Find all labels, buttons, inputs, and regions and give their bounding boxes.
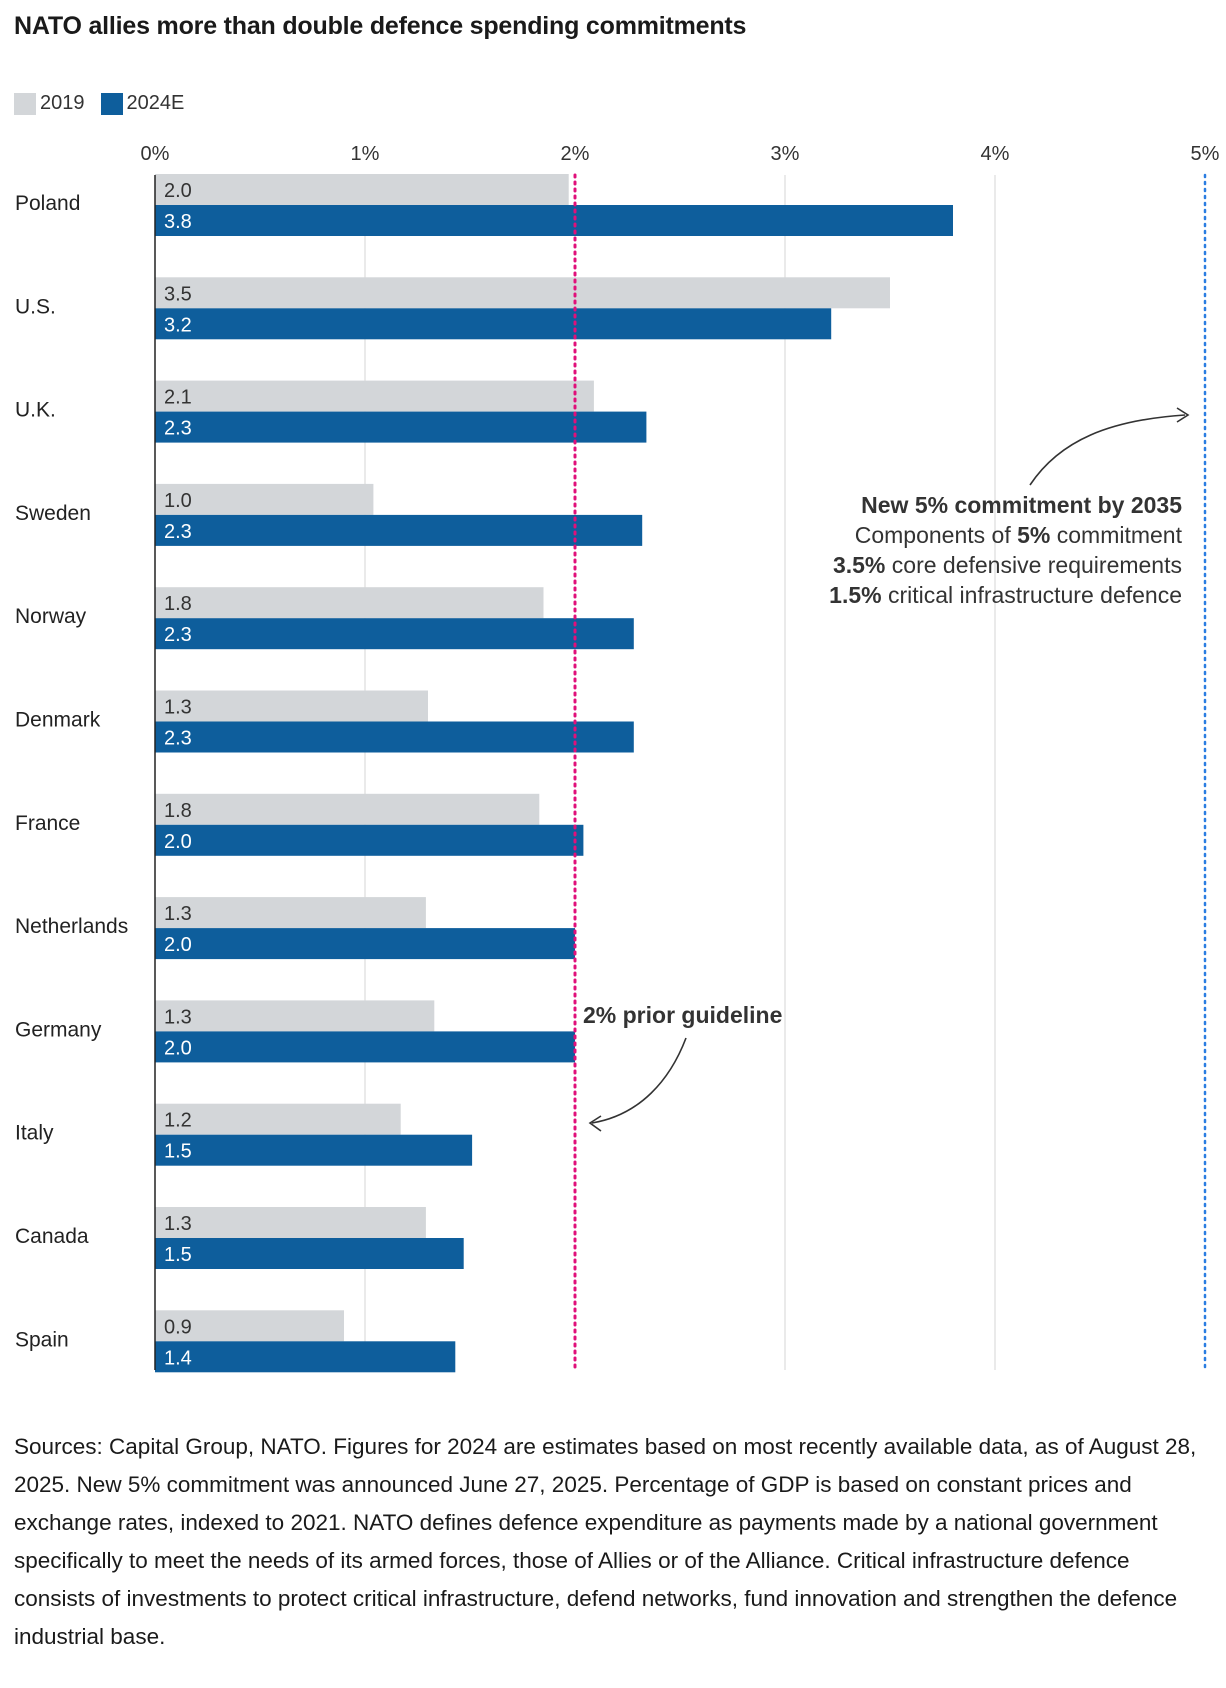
data-label: 3.5	[164, 283, 192, 305]
bar-2019	[155, 690, 428, 722]
x-tick-label: 2%	[561, 143, 590, 165]
bar-2019	[155, 587, 544, 619]
x-tick-label: 0%	[141, 143, 170, 165]
footnote: Sources: Capital Group, NATO. Figures fo…	[14, 1434, 1197, 1649]
bar-2024e	[155, 1134, 473, 1166]
x-tick-label: 4%	[981, 143, 1010, 165]
category-label: Italy	[15, 1122, 54, 1145]
category-label: Norway	[15, 605, 87, 628]
bar-2024e	[155, 721, 634, 753]
bar-2019	[155, 897, 426, 929]
category-label: Germany	[15, 1018, 102, 1041]
bar-chart: 0% 1% 2% 3% 4% 5% Poland 2.0 3.8 U.S. 3.5 3.2 U.K. 2.…	[15, 143, 1220, 1373]
bar-2024e	[155, 1341, 456, 1373]
data-label: 2.3	[164, 521, 192, 543]
category-label: Canada	[15, 1225, 89, 1248]
commitment-arrow	[1029, 414, 1186, 486]
commitment-annotation-title: New 5% commitment by 2035	[861, 492, 1182, 518]
legend-swatch-2024e	[100, 92, 123, 115]
data-label: 2.0	[164, 1037, 192, 1059]
data-label: 1.3	[164, 1213, 192, 1235]
bar-2019	[155, 174, 569, 205]
data-label: 1.4	[164, 1347, 192, 1369]
bar-2019	[155, 1000, 435, 1032]
x-tick-label: 3%	[771, 143, 800, 165]
data-label: 1.8	[164, 593, 192, 615]
bar-2024e	[155, 514, 643, 546]
bar-2024e	[155, 618, 634, 650]
x-tick-label: 5%	[1191, 143, 1220, 165]
x-tick-label: 1%	[351, 143, 380, 165]
bar-2024e	[155, 205, 953, 236]
data-label: 1.3	[164, 903, 192, 925]
category-label: U.S.	[15, 295, 56, 318]
guideline-annotation: 2% prior guideline	[583, 1002, 782, 1028]
commitment-component: 1.5% critical infrastructure defence	[829, 582, 1182, 608]
bar-2019	[155, 380, 594, 412]
legend: 2019 2024E	[14, 92, 200, 115]
data-label: 2.0	[164, 831, 192, 853]
bar-2024e	[155, 308, 832, 340]
category-label: Sweden	[15, 502, 91, 525]
commitment-component: 3.5% core defensive requirements	[833, 552, 1182, 578]
legend-item-2019: 2019	[14, 92, 85, 115]
bar-2024e	[155, 1031, 575, 1063]
category-label: Poland	[15, 192, 80, 215]
arrowhead-icon	[588, 1115, 602, 1132]
bar-2019	[155, 1207, 426, 1238]
bar-2024e	[155, 411, 647, 443]
bar-2019	[155, 277, 890, 309]
data-label: 3.8	[164, 211, 192, 233]
data-label: 2.0	[164, 180, 192, 202]
bar-2019	[155, 1310, 344, 1342]
data-label: 2.3	[164, 624, 192, 646]
commitment-component: Components of 5% commitment	[855, 522, 1183, 548]
data-label: 2.1	[164, 387, 192, 409]
bar-2019	[155, 1103, 401, 1135]
chart-title: NATO allies more than double defence spe…	[14, 12, 747, 40]
data-label: 1.5	[164, 1141, 192, 1163]
category-label: Denmark	[15, 709, 101, 732]
data-label: 1.5	[164, 1244, 192, 1266]
category-label: Spain	[15, 1328, 69, 1351]
category-label: Netherlands	[15, 915, 128, 938]
category-label: U.K.	[15, 399, 56, 422]
data-label: 1.2	[164, 1110, 192, 1132]
data-label: 3.2	[164, 314, 192, 336]
data-label: 2.0	[164, 934, 192, 956]
bar-2024e	[155, 928, 575, 960]
bar-2019	[155, 483, 374, 515]
arrowhead-icon	[1176, 407, 1190, 423]
bar-2024e	[155, 824, 584, 856]
data-label: 1.3	[164, 697, 192, 719]
data-label: 0.9	[164, 1316, 192, 1338]
data-label: 1.8	[164, 800, 192, 822]
data-label: 2.3	[164, 418, 192, 440]
data-label: 1.3	[164, 1006, 192, 1028]
legend-label-2024e: 2024E	[126, 92, 185, 114]
bar-2019	[155, 793, 540, 825]
data-label: 1.0	[164, 490, 192, 512]
legend-label-2019: 2019	[40, 92, 85, 114]
category-label: France	[15, 812, 80, 835]
guideline-arrow	[591, 1037, 687, 1124]
legend-item-2024e: 2024E	[100, 92, 185, 115]
bar-2024e	[155, 1238, 464, 1269]
legend-swatch-2019	[14, 92, 36, 115]
data-label: 2.3	[164, 728, 192, 750]
